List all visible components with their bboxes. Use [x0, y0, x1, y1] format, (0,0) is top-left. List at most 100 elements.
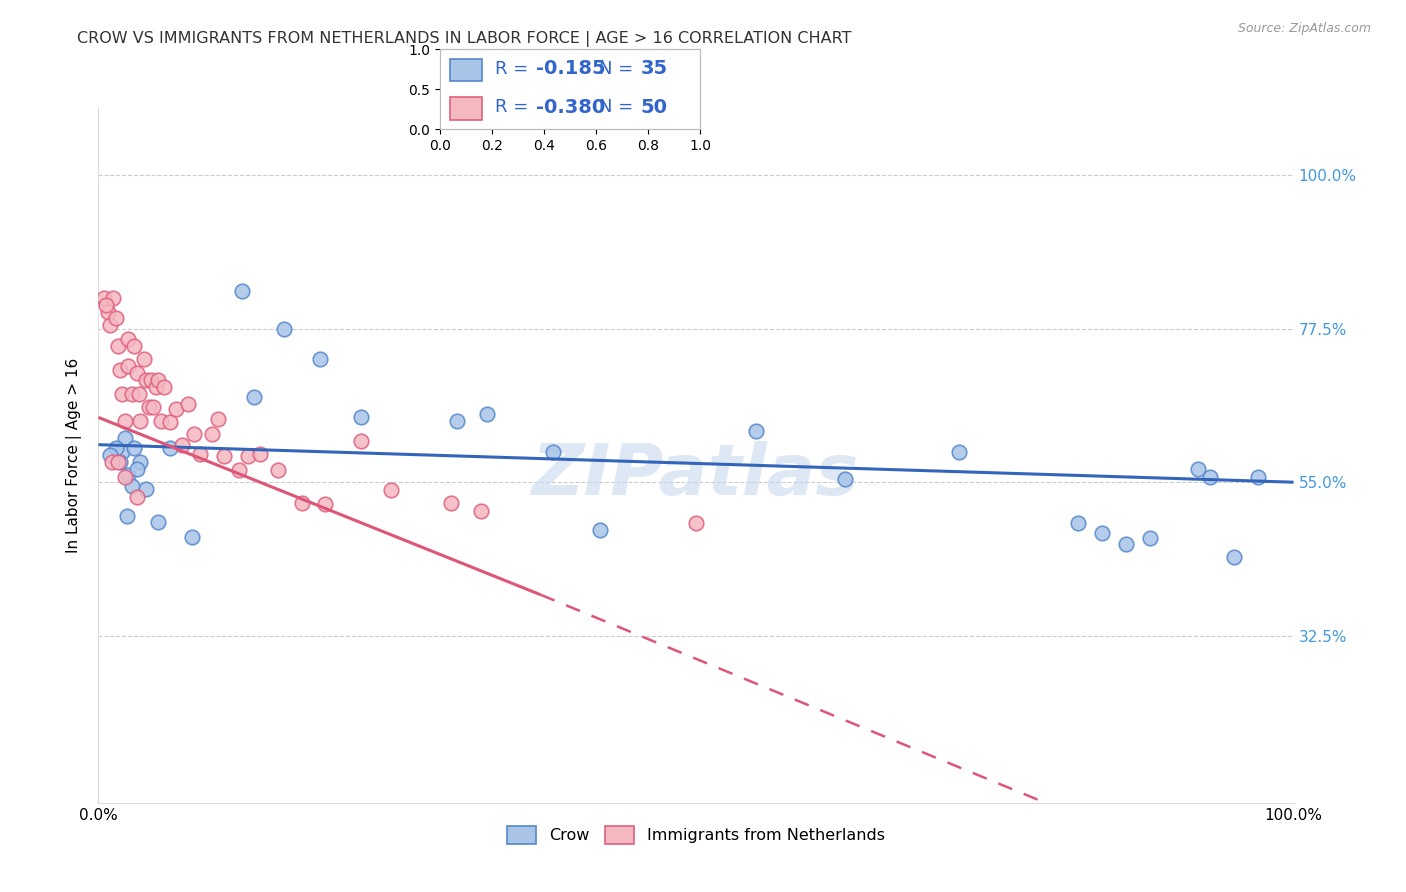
Point — [315, 497, 337, 511]
Point — [308, 352, 330, 367]
Point — [685, 516, 707, 530]
Point — [108, 455, 131, 469]
Point — [446, 414, 468, 428]
Point — [1139, 531, 1161, 545]
Point — [177, 397, 200, 411]
Text: ZIPatlas: ZIPatlas — [533, 442, 859, 510]
Point — [145, 380, 167, 394]
Point — [153, 380, 176, 394]
Point — [125, 366, 148, 380]
Legend: Crow, Immigrants from Netherlands: Crow, Immigrants from Netherlands — [501, 819, 891, 850]
Point — [148, 515, 170, 529]
Text: -0.185: -0.185 — [536, 59, 606, 78]
Point — [180, 530, 202, 544]
Point — [834, 472, 856, 486]
Point — [159, 441, 181, 455]
Point — [470, 504, 492, 518]
Point — [98, 318, 122, 333]
Point — [128, 386, 150, 401]
Point — [249, 446, 271, 460]
Point — [138, 400, 160, 414]
Point — [111, 386, 134, 401]
Point — [105, 441, 128, 455]
Point — [114, 414, 136, 428]
Text: CROW VS IMMIGRANTS FROM NETHERLANDS IN LABOR FORCE | AGE > 16 CORRELATION CHART: CROW VS IMMIGRANTS FROM NETHERLANDS IN L… — [77, 31, 852, 47]
Point — [124, 441, 146, 455]
Point — [148, 373, 170, 387]
Text: N =: N = — [599, 60, 638, 78]
Point — [114, 469, 136, 483]
Point — [1091, 526, 1114, 541]
Point — [380, 483, 402, 498]
Point — [124, 339, 146, 353]
Point — [1187, 461, 1209, 475]
Text: R =: R = — [495, 98, 534, 116]
Point — [125, 490, 148, 504]
Point — [165, 401, 187, 416]
Point — [115, 509, 138, 524]
Point — [188, 446, 211, 460]
Point — [589, 523, 612, 537]
Point — [100, 455, 122, 469]
Point — [135, 482, 157, 496]
Text: -0.380: -0.380 — [536, 98, 606, 117]
Point — [129, 455, 152, 469]
Point — [231, 284, 253, 298]
Point — [97, 304, 120, 318]
Point — [114, 431, 136, 445]
Point — [108, 362, 131, 376]
Point — [93, 291, 115, 305]
Point — [1223, 550, 1246, 565]
Point — [117, 332, 139, 346]
Point — [98, 448, 122, 462]
Point — [201, 427, 224, 442]
Point — [228, 463, 250, 477]
FancyBboxPatch shape — [450, 97, 482, 120]
Point — [1067, 516, 1090, 530]
Point — [291, 496, 314, 510]
Point — [350, 410, 373, 425]
Point — [745, 424, 768, 438]
Point — [1115, 536, 1137, 550]
Text: N =: N = — [599, 98, 638, 116]
Point — [149, 414, 172, 428]
Point — [121, 478, 143, 492]
Point — [267, 463, 290, 477]
Point — [273, 322, 295, 336]
Y-axis label: In Labor Force | Age > 16: In Labor Force | Age > 16 — [66, 358, 83, 552]
Point — [236, 450, 259, 464]
Point — [135, 373, 157, 387]
Point — [105, 311, 128, 326]
Point — [101, 291, 124, 305]
Point — [129, 414, 152, 428]
Point — [440, 496, 463, 510]
Point — [94, 298, 117, 312]
Point — [107, 455, 129, 469]
Point — [159, 415, 181, 429]
Point — [111, 444, 134, 458]
Point — [142, 400, 165, 414]
Point — [172, 438, 194, 452]
Point — [121, 386, 143, 401]
Text: 35: 35 — [640, 59, 668, 78]
Point — [107, 339, 129, 353]
Point — [207, 412, 229, 426]
Point — [117, 468, 139, 483]
Point — [1247, 469, 1270, 483]
Text: 50: 50 — [640, 98, 668, 117]
Text: Source: ZipAtlas.com: Source: ZipAtlas.com — [1237, 22, 1371, 36]
FancyBboxPatch shape — [450, 59, 482, 81]
Point — [475, 407, 498, 421]
Point — [948, 444, 970, 458]
Point — [350, 434, 373, 449]
Point — [1199, 469, 1222, 483]
Point — [243, 390, 266, 404]
Point — [183, 427, 205, 442]
Point — [139, 373, 162, 387]
Point — [212, 450, 235, 464]
Point — [132, 352, 155, 367]
Point — [125, 461, 148, 475]
Point — [541, 444, 564, 458]
Text: R =: R = — [495, 60, 534, 78]
Point — [117, 359, 139, 374]
